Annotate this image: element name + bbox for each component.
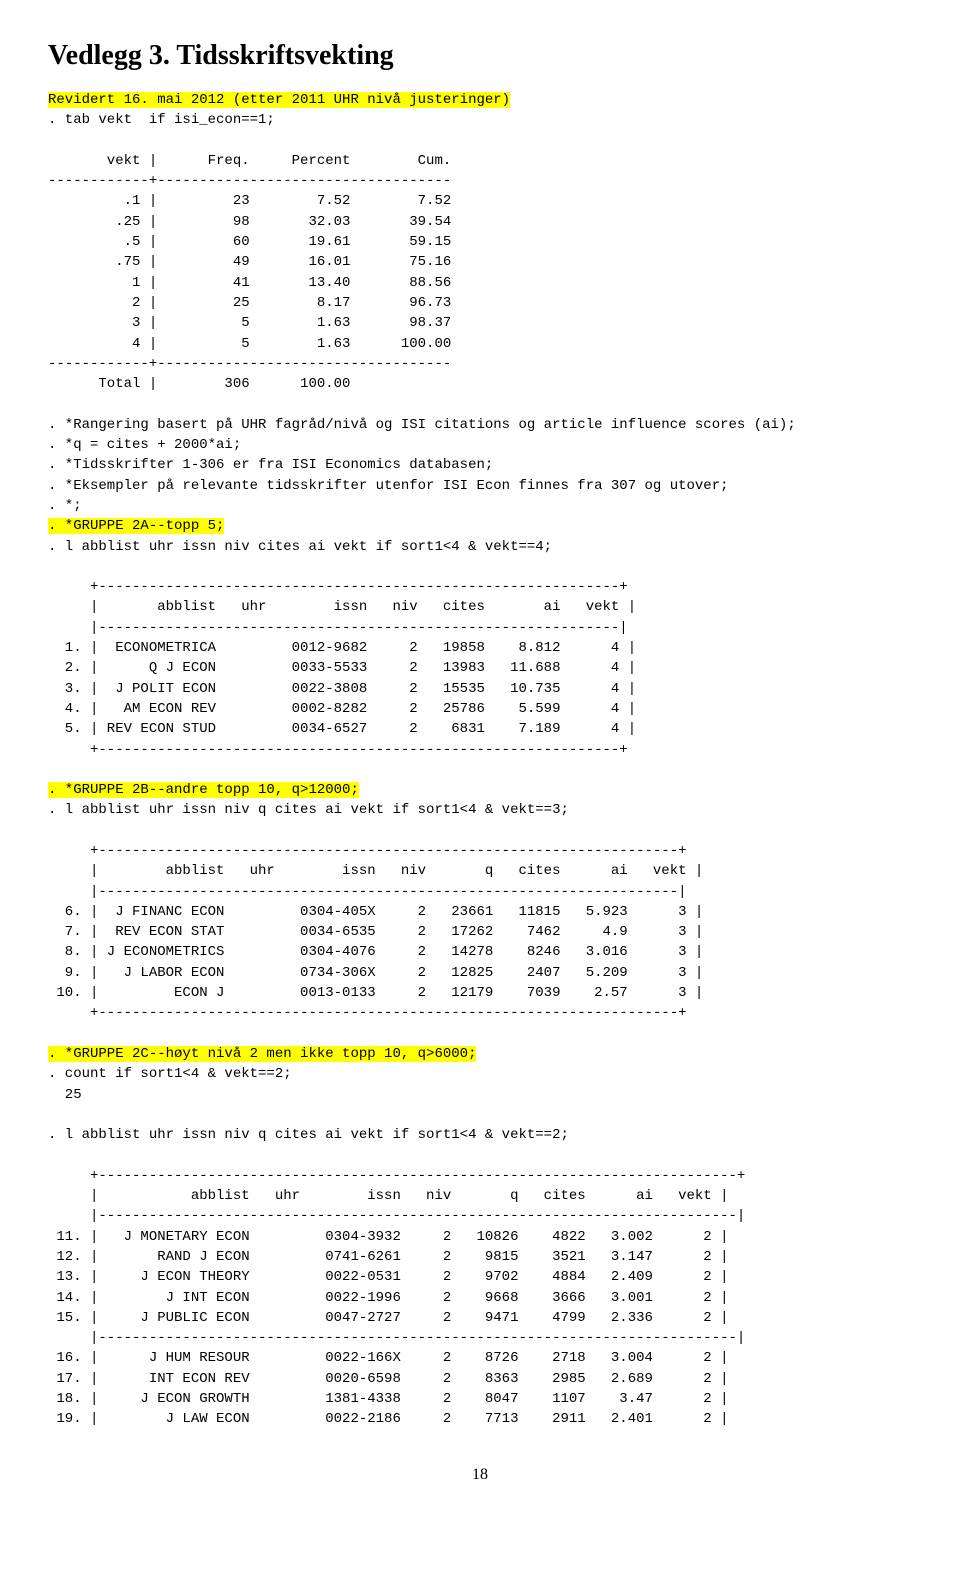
freq-row: .5 | 60 19.61 59.15 (48, 234, 451, 250)
revised-line: Revidert 16. mai 2012 (etter 2011 UHR ni… (48, 92, 510, 108)
table-row: 16. | J HUM RESOUR 0022-166X 2 8726 2718… (48, 1350, 729, 1366)
freq-row: 4 | 5 1.63 100.00 (48, 336, 451, 352)
table-2c-sep: |---------------------------------------… (48, 1208, 745, 1224)
freq-row: .25 | 98 32.03 39.54 (48, 214, 451, 230)
table-2a-header: | abblist uhr issn niv cites ai vekt | (48, 599, 636, 615)
tab-line: . tab vekt if isi_econ==1; (48, 112, 275, 128)
table-row: 3. | J POLIT ECON 0022-3808 2 15535 10.7… (48, 681, 636, 697)
table-row: 5. | REV ECON STUD 0034-6527 2 6831 7.18… (48, 721, 636, 737)
page-title: Vedlegg 3. Tidsskriftsvekting (48, 40, 912, 72)
group-2a-cmd: . l abblist uhr issn niv cites ai vekt i… (48, 539, 552, 555)
table-2a-border: +---------------------------------------… (48, 579, 628, 595)
table-row: 17. | INT ECON REV 0020-6598 2 8363 2985… (48, 1371, 729, 1387)
group-2a-highlight: . *GRUPPE 2A--topp 5; (48, 518, 224, 534)
freq-total: Total | 306 100.00 (48, 376, 350, 392)
group-2b-highlight: . *GRUPPE 2B--andre topp 10, q>12000; (48, 782, 359, 798)
note-line: . *q = cites + 2000*ai; (48, 437, 241, 453)
freq-row: 2 | 25 8.17 96.73 (48, 295, 451, 311)
table-row: 13. | J ECON THEORY 0022-0531 2 9702 488… (48, 1269, 729, 1285)
table-2a-border: +---------------------------------------… (48, 742, 628, 758)
table-row: 12. | RAND J ECON 0741-6261 2 9815 3521 … (48, 1249, 729, 1265)
table-row: 15. | J PUBLIC ECON 0047-2727 2 9471 479… (48, 1310, 729, 1326)
table-2c-sep: |---------------------------------------… (48, 1330, 745, 1346)
table-2b-header: | abblist uhr issn niv q cites ai vekt | (48, 863, 703, 879)
table-row: 10. | ECON J 0013-0133 2 12179 7039 2.57… (48, 985, 703, 1001)
note-line: . *Tidsskrifter 1-306 er fra ISI Economi… (48, 457, 493, 473)
group-2c-highlight: . *GRUPPE 2C--høyt nivå 2 men ikke topp … (48, 1046, 476, 1062)
freq-sep: ------------+---------------------------… (48, 173, 451, 189)
freq-header: vekt | Freq. Percent Cum. (48, 153, 451, 169)
table-row: 9. | J LABOR ECON 0734-306X 2 12825 2407… (48, 965, 703, 981)
table-2a-sep: |---------------------------------------… (48, 620, 628, 636)
group-2b-cmd: . l abblist uhr issn niv q cites ai vekt… (48, 802, 569, 818)
note-line: . *Rangering basert på UHR fagråd/nivå o… (48, 417, 796, 433)
group-2c-count: 25 (48, 1087, 82, 1103)
table-2b-sep: |---------------------------------------… (48, 884, 687, 900)
page-number: 18 (48, 1466, 912, 1484)
freq-sep: ------------+---------------------------… (48, 356, 451, 372)
table-row: 7. | REV ECON STAT 0034-6535 2 17262 746… (48, 924, 703, 940)
freq-row: 3 | 5 1.63 98.37 (48, 315, 451, 331)
group-2c-cmd2: . l abblist uhr issn niv q cites ai vekt… (48, 1127, 569, 1143)
table-row: 6. | J FINANC ECON 0304-405X 2 23661 118… (48, 904, 703, 920)
table-2b-border: +---------------------------------------… (48, 1005, 687, 1021)
freq-row: .75 | 49 16.01 75.16 (48, 254, 451, 270)
freq-row: .1 | 23 7.52 7.52 (48, 193, 451, 209)
table-row: 19. | J LAW ECON 0022-2186 2 7713 2911 2… (48, 1411, 729, 1427)
table-row: 1. | ECONOMETRICA 0012-9682 2 19858 8.81… (48, 640, 636, 656)
table-row: 4. | AM ECON REV 0002-8282 2 25786 5.599… (48, 701, 636, 717)
document-body: Revidert 16. mai 2012 (etter 2011 UHR ni… (48, 90, 912, 1430)
table-row: 14. | J INT ECON 0022-1996 2 9668 3666 3… (48, 1290, 729, 1306)
group-2c-cmd1: . count if sort1<4 & vekt==2; (48, 1066, 292, 1082)
table-row: 11. | J MONETARY ECON 0304-3932 2 10826 … (48, 1229, 729, 1245)
freq-row: 1 | 41 13.40 88.56 (48, 275, 451, 291)
table-2c-border: +---------------------------------------… (48, 1168, 745, 1184)
table-2c-header: | abblist uhr issn niv q cites ai vekt | (48, 1188, 729, 1204)
note-line: . *Eksempler på relevante tidsskrifter u… (48, 478, 729, 494)
note-line: . *; (48, 498, 82, 514)
table-2b-border: +---------------------------------------… (48, 843, 687, 859)
table-row: 8. | J ECONOMETRICS 0304-4076 2 14278 82… (48, 944, 703, 960)
table-row: 18. | J ECON GROWTH 1381-4338 2 8047 110… (48, 1391, 729, 1407)
table-row: 2. | Q J ECON 0033-5533 2 13983 11.688 4… (48, 660, 636, 676)
